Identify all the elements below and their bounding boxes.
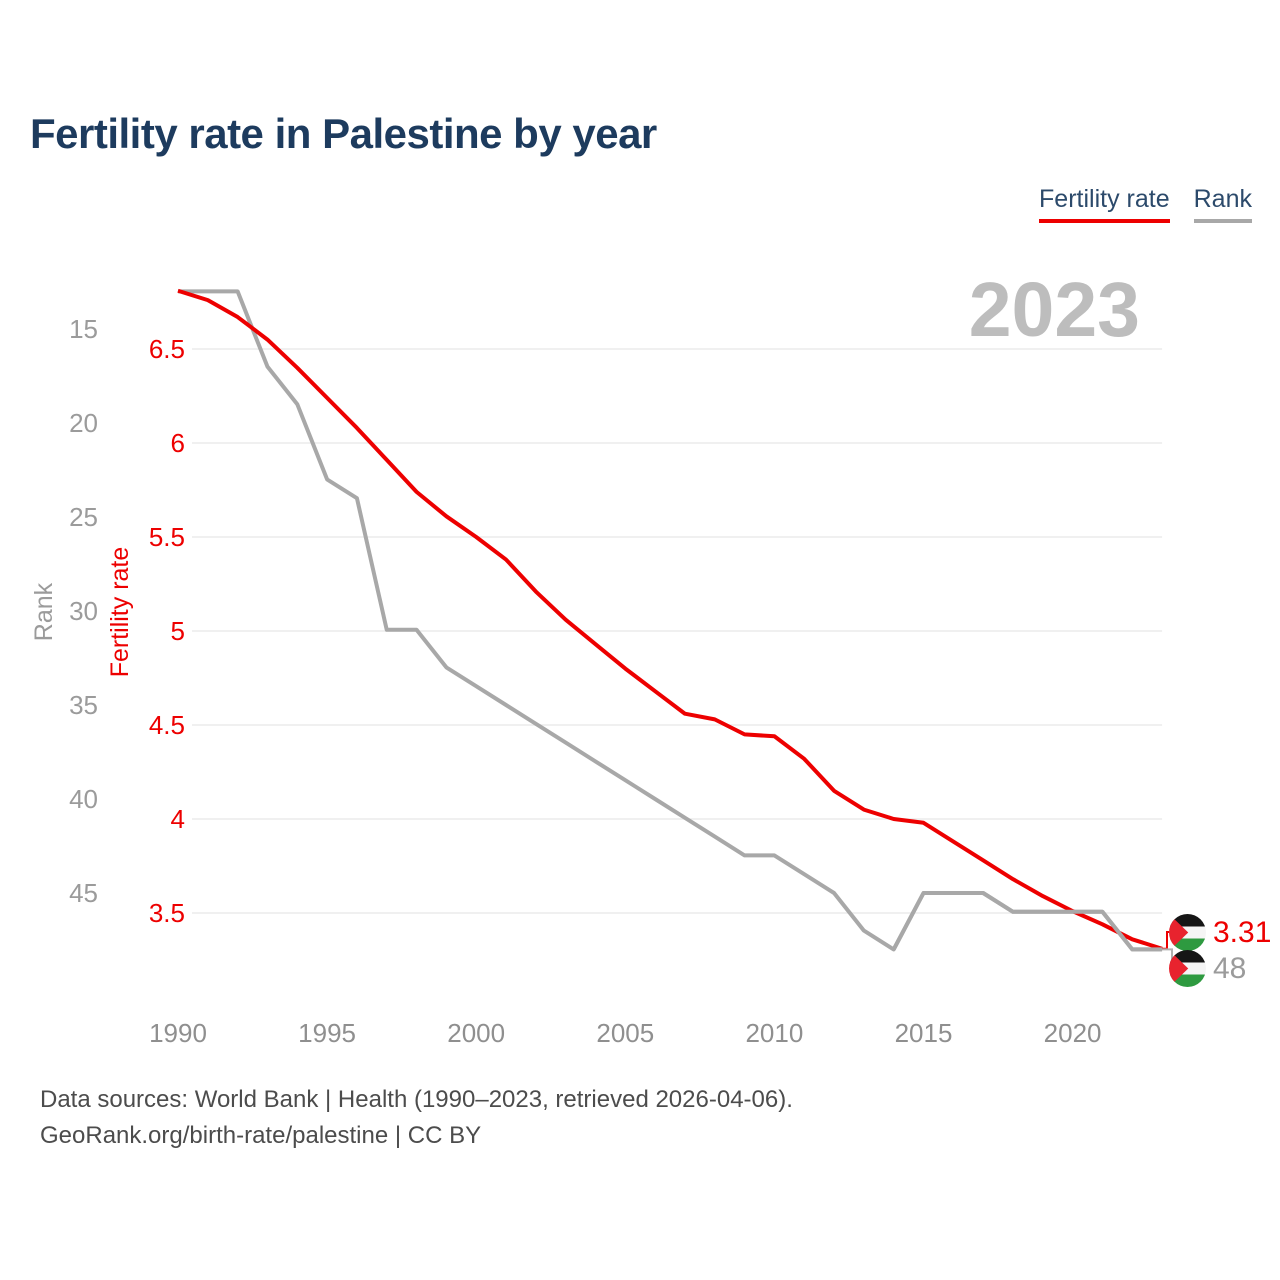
- fertility-axis-tick: 5: [171, 616, 185, 646]
- fertility-axis-title: Fertility rate: [106, 546, 134, 678]
- rank-axis-tick: 35: [69, 690, 98, 720]
- legend: Fertility rate Rank: [1039, 185, 1252, 223]
- footer-line-2: GeoRank.org/birth-rate/palestine | CC BY: [40, 1122, 482, 1149]
- palestine-flag-icon: [1169, 950, 1206, 987]
- legend-item-fertility-rate[interactable]: Fertility rate: [1039, 185, 1170, 223]
- year-watermark: 2023: [968, 267, 1140, 353]
- fertility-line[interactable]: [177, 288, 1163, 951]
- x-axis-tick: 2015: [895, 1018, 953, 1048]
- legend-item-rank[interactable]: Rank: [1193, 185, 1252, 223]
- fertility-axis-tick: 6.5: [149, 334, 185, 364]
- rank-axis-tick: 15: [69, 314, 98, 344]
- x-axis-tick: 2000: [447, 1018, 505, 1048]
- rank-axis-tick: 30: [69, 596, 98, 626]
- page-title: Fertility rate in Palestine by year: [30, 110, 657, 157]
- fertility-end-value: 3.31: [1213, 915, 1272, 949]
- fertility-axis-tick: 3.5: [149, 898, 185, 928]
- rank-line[interactable]: [178, 289, 1163, 952]
- x-axis-tick: 2010: [745, 1018, 803, 1048]
- fertility-end-label: 3.31: [1169, 914, 1271, 951]
- palestine-flag-icon: [1169, 914, 1206, 951]
- fertility-axis-tick: 4: [171, 804, 185, 834]
- rank-axis-tick: 45: [69, 878, 98, 908]
- rank-end-value: 48: [1213, 951, 1247, 985]
- rank-axis-tick: 25: [69, 502, 98, 532]
- rank-end-label: 48: [1169, 950, 1246, 987]
- x-axis-tick: 2005: [596, 1018, 654, 1048]
- rank-axis-title: Rank: [30, 582, 58, 642]
- x-axis-tick: 1995: [298, 1018, 356, 1048]
- x-axis-tick: 2020: [1044, 1018, 1102, 1048]
- rank-axis-tick: 40: [69, 784, 98, 814]
- rank-line-tail: [891, 891, 1163, 952]
- rank-axis-tick: 20: [69, 408, 98, 438]
- footer-line-1: Data sources: World Bank | Health (1990–…: [40, 1086, 793, 1113]
- fertility-axis-tick: 4.5: [149, 710, 185, 740]
- footer: Data sources: World Bank | Health (1990–…: [40, 1082, 793, 1154]
- x-axis-tick: 1990: [149, 1018, 207, 1048]
- fertility-axis-tick: 6: [171, 428, 185, 458]
- fertility-axis-tick: 5.5: [149, 522, 185, 552]
